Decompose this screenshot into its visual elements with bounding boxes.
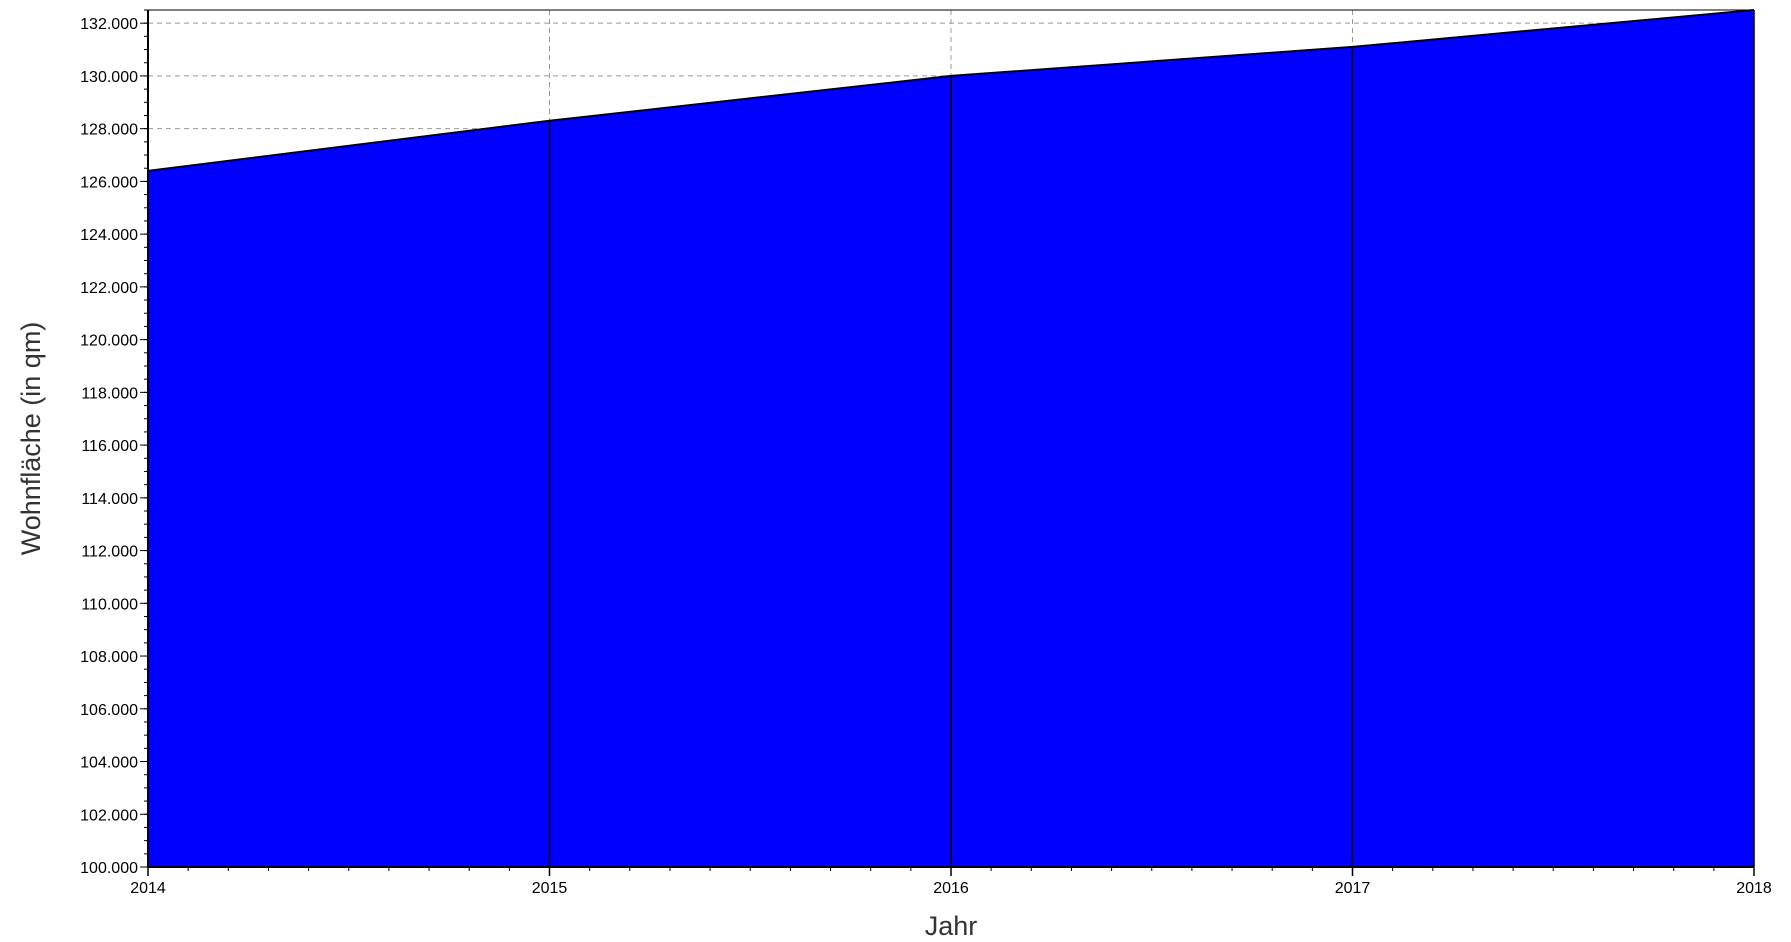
y-tick-label: 114.000 [81,491,138,508]
y-tick-label: 120.000 [80,333,138,350]
y-tick-label: 124.000 [80,227,138,244]
y-axis-title: Wohnfläche (in qm) [16,322,46,556]
x-tick-label: 2015 [532,880,568,897]
y-tick-label: 128.000 [80,122,138,139]
y-tick-label: 112.000 [81,544,138,561]
x-tick-label: 2018 [1736,880,1772,897]
y-tick-label: 126.000 [80,174,138,191]
y-tick-label: 102.000 [80,807,138,824]
x-ticks: 2014 2015 2016 2017 2018 [130,867,1772,897]
x-tick-label: 2014 [130,880,166,897]
y-tick-label: 122.000 [80,280,138,297]
x-axis-title: Jahr [925,911,978,941]
y-tick-label: 108.000 [80,649,138,666]
y-tick-label: 130.000 [80,69,138,86]
y-ticks: 100.000 102.000 104.000 106.000 108.000 110.0… [80,9,148,877]
y-tick-label: 110.000 [81,596,138,613]
y-tick-label: 106.000 [80,702,138,719]
x-tick-label: 2016 [933,880,969,897]
y-tick-label: 118.000 [81,385,138,402]
x-tick-label: 2017 [1335,880,1371,897]
y-tick-label: 100.000 [80,860,138,877]
y-tick-label: 132.000 [80,16,138,33]
y-tick-label: 104.000 [80,755,138,772]
y-tick-label: 116.000 [81,438,138,455]
